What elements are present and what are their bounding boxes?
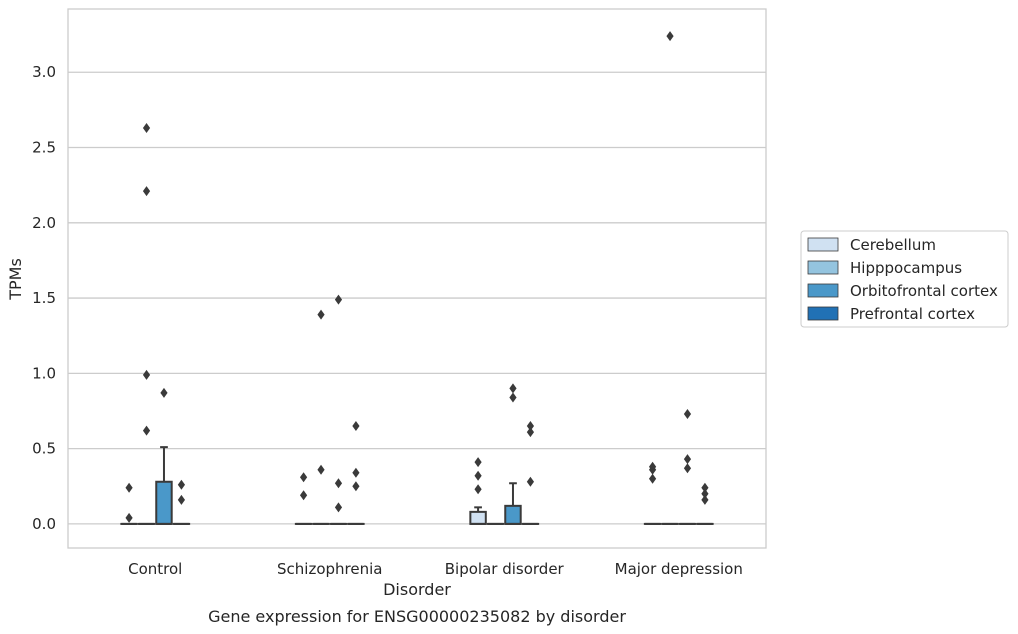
outlier-point — [683, 454, 692, 465]
y-tick-label: 1.5 — [32, 289, 56, 307]
outlier-point — [526, 476, 535, 487]
x-tick-label: Bipolar disorder — [445, 560, 565, 578]
box-body — [504, 504, 522, 525]
x-tick-label: Major depression — [615, 560, 743, 578]
box-orbitofrontal-cortex — [155, 387, 173, 525]
y-axis-title: TPMs — [6, 258, 25, 301]
outlier-point — [352, 421, 360, 432]
legend-label: Orbitofrontal cortex — [850, 282, 998, 300]
plot-background — [68, 9, 766, 548]
outlier-point — [177, 494, 186, 505]
y-tick-label: 2.0 — [32, 214, 56, 232]
box-orbitofrontal-cortex — [504, 383, 522, 525]
outlier-point — [683, 409, 692, 420]
y-tick-label: 0.0 — [32, 515, 56, 533]
x-tick-label: Control — [128, 560, 182, 578]
box-cerebellum — [294, 472, 313, 525]
box-prefrontal-cortex — [696, 482, 714, 525]
x-tick-labels: Control Schizophrenia Bipolar disorder Majo… — [128, 560, 743, 578]
box-prefrontal-cortex — [172, 479, 191, 525]
outlier-point — [334, 294, 343, 305]
outlier-point — [317, 464, 325, 475]
box-cerebellum — [469, 457, 487, 525]
outlier-point — [683, 463, 692, 474]
box-hipppocampus — [137, 122, 156, 525]
outlier-point — [701, 494, 709, 505]
box-orbitofrontal-cortex — [329, 294, 348, 525]
legend-frame — [800, 230, 1009, 328]
outlier-point — [177, 479, 186, 490]
outlier-point — [648, 461, 657, 472]
outlier-point — [509, 383, 517, 394]
box-body — [155, 480, 173, 525]
legend-label: Cerebellum — [850, 236, 936, 254]
outlier-point — [352, 481, 360, 492]
outlier-point — [142, 425, 151, 436]
outlier-point — [299, 490, 308, 501]
outlier-point — [474, 457, 482, 468]
box-hipppocampus — [312, 309, 330, 525]
plot-marks — [120, 31, 714, 525]
chart-caption: Gene expression for ENSG00000235082 by d… — [208, 607, 626, 626]
y-tick-labels: 0.0 0.5 1.0 1.5 2.0 2.5 3.0 — [32, 63, 56, 533]
box-prefrontal-cortex — [521, 421, 540, 525]
outlier-point — [317, 309, 325, 320]
y-tick-label: 1.0 — [32, 364, 56, 382]
y-tick-label: 0.5 — [32, 440, 56, 458]
legend-swatch — [807, 260, 839, 275]
box-hipppocampus — [661, 31, 679, 525]
box-body — [469, 510, 487, 525]
y-tick-label: 2.5 — [32, 139, 56, 157]
box-orbitofrontal-cortex — [678, 409, 697, 525]
outlier-point — [701, 488, 709, 499]
outlier-point — [125, 482, 133, 493]
box-cerebellum — [643, 461, 662, 525]
box-prefrontal-cortex — [347, 421, 365, 525]
outlier-point — [299, 472, 308, 483]
outlier-point — [526, 421, 535, 432]
outlier-point — [474, 470, 482, 481]
outlier-point — [526, 427, 535, 438]
outlier-point — [509, 392, 517, 403]
legend-swatch — [807, 306, 839, 321]
outlier-point — [648, 473, 657, 484]
outlier-point — [125, 512, 133, 523]
box-cerebellum — [120, 482, 138, 525]
outlier-point — [666, 31, 674, 42]
outlier-point — [160, 387, 168, 398]
outlier-point — [352, 467, 360, 478]
x-tick-label: Schizophrenia — [277, 560, 382, 578]
x-axis-title: Disorder — [383, 580, 451, 599]
outlier-point — [334, 478, 343, 489]
legend-swatch — [807, 237, 839, 252]
legend-swatch — [807, 283, 839, 298]
legend-label: Hipppocampus — [850, 259, 962, 277]
y-tick-label: 3.0 — [32, 63, 56, 81]
grid-lines — [68, 71, 766, 525]
outlier-point — [334, 502, 343, 513]
outlier-point — [142, 186, 151, 197]
legend-label: Prefrontal cortex — [850, 305, 975, 323]
plot-frame — [67, 8, 767, 549]
legend: Cerebellum Hipppocampus Orbitofrontal co… — [800, 230, 1009, 328]
outlier-point — [701, 482, 709, 493]
outlier-point — [142, 122, 151, 133]
outlier-point — [142, 369, 151, 380]
outlier-point — [474, 484, 482, 495]
